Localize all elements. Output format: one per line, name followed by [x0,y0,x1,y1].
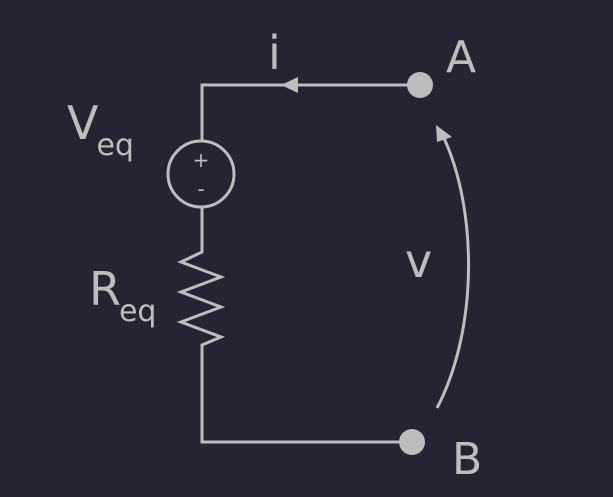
current-arrow-icon [281,77,298,93]
bottom-wire [200,350,412,444]
resistor [176,248,226,350]
node-b-label: B [452,434,483,485]
source-plus-sign: + [193,148,210,172]
terminal-a [407,72,433,98]
voltage-label: v [405,234,433,288]
source-label-main: V [67,96,99,150]
current-label: i [268,26,281,80]
terminal-b [399,429,425,455]
source-label-subscript: eq [96,128,134,163]
voltage-arrow-icon [436,125,452,142]
source-minus-sign: - [197,177,204,201]
node-a-label: A [446,32,477,83]
top-wire [200,83,420,140]
voltage-arc [435,135,470,409]
resistor-label-main: R [89,262,121,316]
source-label: Veq [67,100,136,161]
resistor-label: Req [89,266,158,327]
resistor-label-subscript: eq [118,294,157,329]
